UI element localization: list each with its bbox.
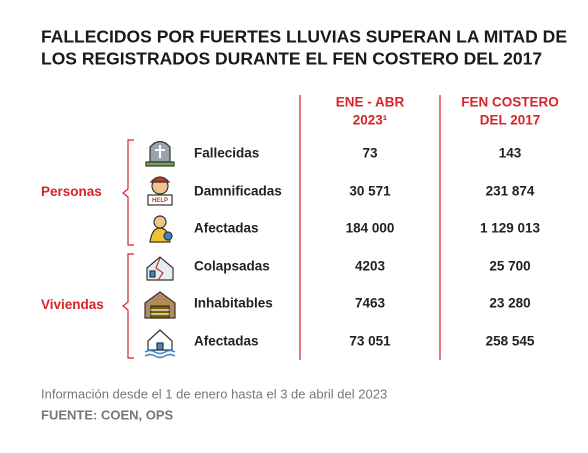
- source: FUENTE: COEN, OPS: [41, 407, 174, 422]
- row-label: Damnificadas: [194, 184, 282, 199]
- cell-value: 73: [362, 146, 378, 161]
- cell-value: 23 280: [489, 296, 530, 311]
- group-label: Personas: [41, 184, 102, 199]
- cell-value: 7463: [355, 296, 386, 311]
- cell-value: 1 129 013: [480, 221, 541, 236]
- cell-value: 231 874: [486, 184, 535, 199]
- brackets: [122, 139, 134, 359]
- group-label: Viviendas: [41, 297, 104, 312]
- cell-value: 258 545: [486, 334, 535, 349]
- row-label: Colapsadas: [194, 259, 270, 274]
- row-label: Inhabitables: [194, 296, 273, 311]
- title-line: LOS REGISTRADOS DURANTE EL FEN COSTERO D…: [41, 49, 542, 69]
- cell-value: 73 051: [349, 334, 391, 349]
- column-header: 2023¹: [353, 113, 388, 128]
- svg-text:HELP: HELP: [152, 198, 168, 204]
- title-line: FALLECIDOS POR FUERTES LLUVIAS SUPERAN L…: [41, 27, 567, 47]
- column-header: ENE - ABR: [336, 95, 405, 110]
- cell-value: 25 700: [489, 259, 530, 274]
- cell-value: 4203: [355, 259, 386, 274]
- cell-value: 143: [499, 146, 522, 161]
- footnote: Información desde el 1 de enero hasta el…: [41, 386, 387, 401]
- cell-value: 184 000: [346, 221, 395, 236]
- row-label: Afectadas: [194, 221, 259, 236]
- row-label: Afectadas: [194, 334, 259, 349]
- row-label: Fallecidas: [194, 146, 259, 161]
- column-header: DEL 2017: [480, 113, 541, 128]
- cell-value: 30 571: [349, 184, 391, 199]
- icons: HELP: [144, 140, 176, 359]
- column-header: FEN COSTERO: [461, 95, 559, 110]
